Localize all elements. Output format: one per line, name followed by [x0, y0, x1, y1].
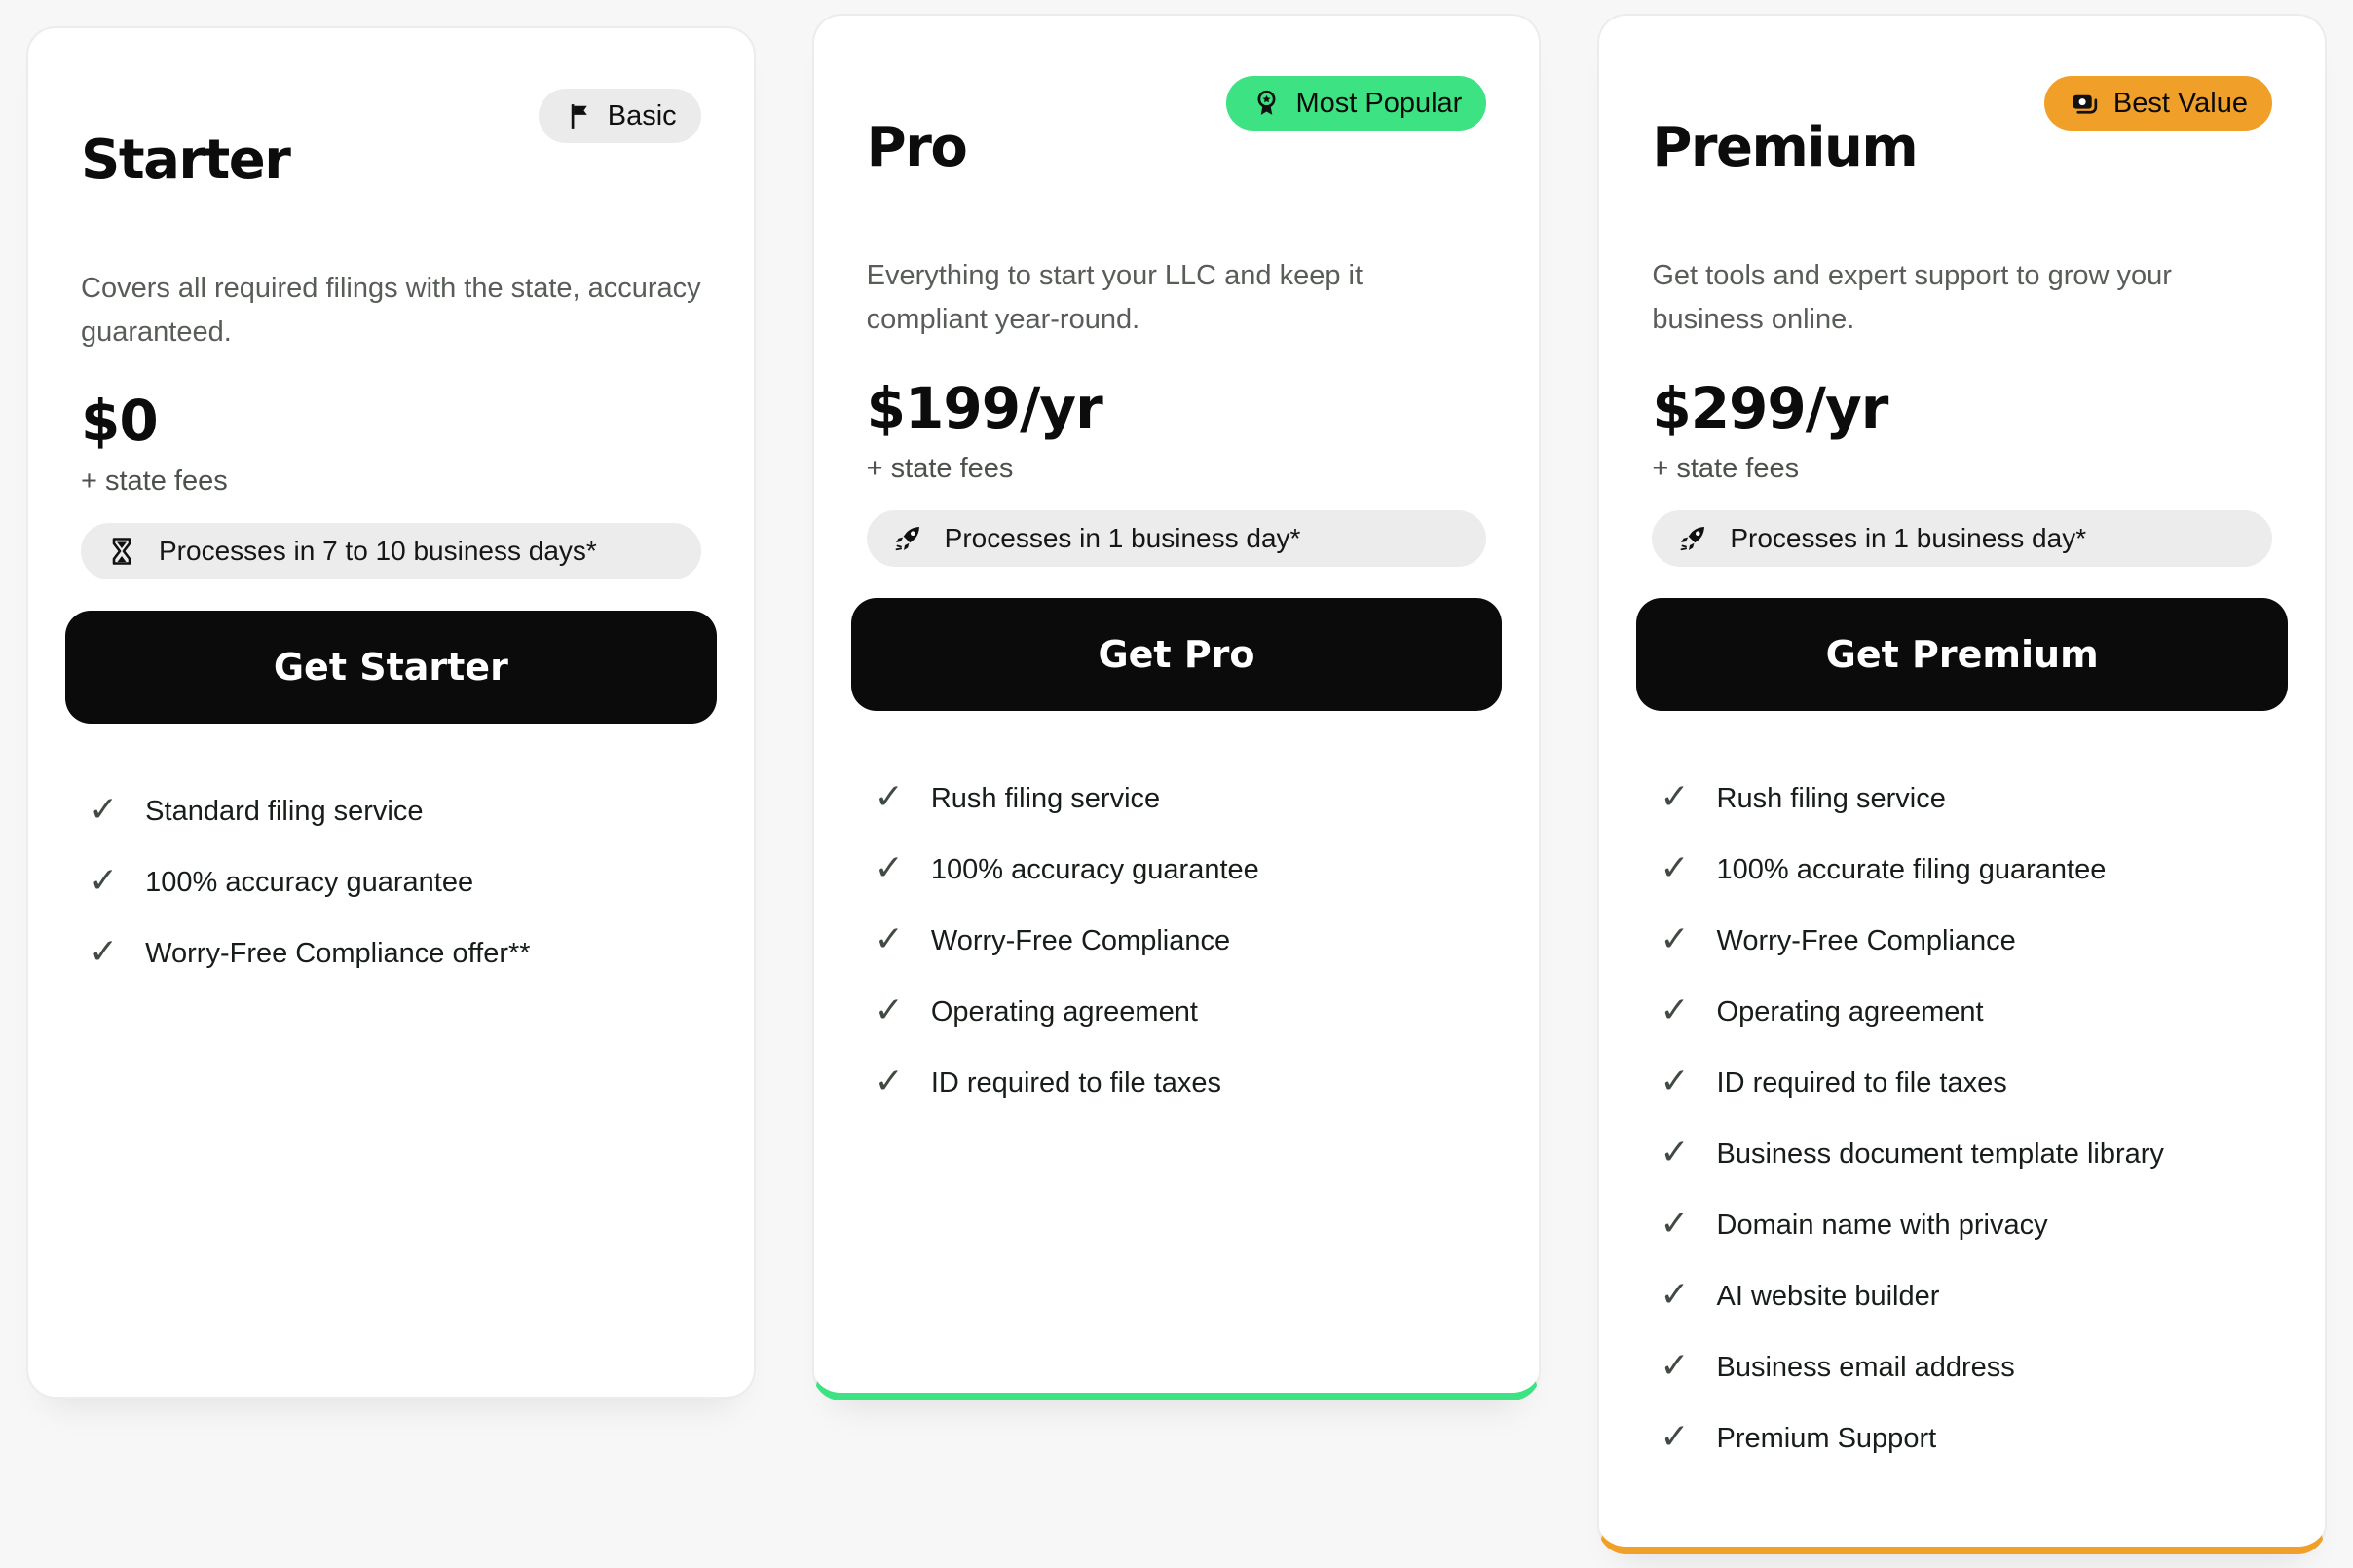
feature-label: 100% accuracy guarantee [145, 866, 474, 898]
processing-pill: Processes in 1 business day* [1652, 510, 2273, 568]
feature-item: ✓ Standard filing service [89, 789, 701, 830]
feature-item: ✓ Business document template library [1660, 1132, 2272, 1173]
plan-badge-label: Basic [607, 99, 677, 131]
feature-item: ✓ Operating agreement [1660, 989, 2272, 1030]
feature-label: Business document template library [1716, 1138, 2164, 1170]
plan-price: $199/yr [866, 375, 1103, 442]
check-icon: ✓ [89, 860, 119, 901]
get-premium-button[interactable]: Get Premium [1636, 598, 2289, 712]
feature-item: ✓ Operating agreement [874, 989, 1487, 1030]
processing-label: Processes in 1 business day* [944, 523, 1301, 554]
feature-label: Standard filing service [145, 795, 424, 827]
plan-badge-label: Most Popular [1295, 87, 1463, 119]
processing-pill: Processes in 7 to 10 business days* [81, 523, 701, 580]
check-icon: ✓ [1660, 1416, 1690, 1457]
feature-label: 100% accurate filing guarantee [1716, 853, 2107, 885]
check-icon: ✓ [1660, 918, 1690, 959]
check-icon: ✓ [874, 1061, 904, 1101]
check-icon: ✓ [1660, 1203, 1690, 1244]
feature-item: ✓ Premium Support [1660, 1416, 2272, 1457]
check-icon: ✓ [874, 847, 904, 888]
plan-description: Everything to start your LLC and keep it… [866, 260, 1363, 336]
feature-label: ID required to file taxes [930, 1066, 1222, 1099]
feature-label: Worry-Free Compliance offer** [145, 937, 531, 969]
feature-label: AI website builder [1716, 1280, 1940, 1312]
plan-badge-label: Best Value [2112, 87, 2249, 119]
get-pro-button[interactable]: Get Pro [850, 598, 1503, 712]
check-icon: ✓ [89, 789, 119, 830]
feature-item: ✓ 100% accuracy guarantee [874, 847, 1487, 888]
hourglass-icon [112, 538, 131, 566]
check-icon: ✓ [1660, 1061, 1690, 1101]
price-note: + state fees [866, 453, 1014, 485]
feature-item: ✓ Worry-Free Compliance [874, 918, 1487, 959]
feature-label: Premium Support [1716, 1422, 1937, 1454]
check-icon: ✓ [874, 776, 904, 817]
check-icon: ✓ [1660, 847, 1690, 888]
feature-label: Operating agreement [1716, 995, 1984, 1027]
features-list: ✓ Standard filing service ✓ 100% accurac… [81, 789, 701, 972]
check-icon: ✓ [89, 931, 119, 972]
plan-title: Starter [81, 129, 291, 193]
plan-price: $0 [81, 388, 159, 455]
feature-item: ✓ AI website builder [1660, 1274, 2272, 1315]
check-icon: ✓ [1660, 1274, 1690, 1315]
rocket-icon [895, 527, 919, 551]
rocket-icon [1680, 527, 1705, 551]
feature-label: Worry-Free Compliance [930, 924, 1231, 956]
price-note: + state fees [81, 466, 228, 498]
check-icon: ✓ [1660, 776, 1690, 817]
feature-label: Rush filing service [930, 782, 1161, 814]
feature-item: ✓ Worry-Free Compliance offer** [89, 931, 701, 972]
feature-item: ✓ 100% accuracy guarantee [89, 860, 701, 901]
plan-header: Starter Basic [81, 85, 701, 238]
price-note: + state fees [1652, 453, 1800, 485]
features-list: ✓ Rush filing service ✓ 100% accurate fi… [1652, 776, 2272, 1457]
feature-item: ✓ Rush filing service [1660, 776, 2272, 817]
feature-label: Worry-Free Compliance [1716, 924, 2016, 956]
feature-item: ✓ Business email address [1660, 1345, 2272, 1386]
feature-label: Rush filing service [1716, 782, 1946, 814]
feature-label: Domain name with privacy [1716, 1209, 2048, 1241]
plan-card-premium: Premium Best Value Get tools and expert … [1597, 14, 2328, 1555]
medal-icon [1258, 90, 1276, 115]
plan-title: Premium [1652, 116, 1918, 180]
plan-badge: Most Popular [1226, 76, 1487, 131]
check-icon: ✓ [1660, 1132, 1690, 1173]
plan-card-starter: Starter Basic Covers all required filing… [26, 26, 756, 1399]
plan-badge: Best Value [2043, 76, 2273, 131]
feature-label: Operating agreement [930, 995, 1198, 1027]
plan-description: Get tools and expert support to grow you… [1652, 260, 2172, 336]
check-icon: ✓ [874, 989, 904, 1030]
plan-description: Covers all required filings with the sta… [81, 273, 701, 349]
features-list: ✓ Rush filing service ✓ 100% accuracy gu… [867, 776, 1487, 1101]
feature-label: Business email address [1716, 1351, 2015, 1383]
check-icon: ✓ [1660, 1345, 1690, 1386]
processing-label: Processes in 7 to 10 business days* [159, 536, 597, 567]
plan-price: $299/yr [1652, 375, 1888, 442]
get-starter-button[interactable]: Get Starter [65, 611, 717, 725]
flag-icon [571, 103, 587, 129]
processing-pill: Processes in 1 business day* [866, 510, 1487, 568]
feature-item: ✓ Worry-Free Compliance [1660, 918, 2272, 959]
feature-item: ✓ Domain name with privacy [1660, 1203, 2272, 1244]
plan-title: Pro [866, 116, 968, 180]
check-icon: ✓ [1660, 989, 1690, 1030]
feature-item: ✓ Rush filing service [874, 776, 1487, 817]
plan-header: Pro Most Popular [867, 72, 1487, 225]
feature-item: ✓ ID required to file taxes [874, 1061, 1487, 1101]
processing-label: Processes in 1 business day* [1730, 523, 2087, 554]
plan-card-pro: Pro Most Popular Everything to start you… [811, 14, 1542, 1400]
feature-label: 100% accuracy guarantee [930, 853, 1259, 885]
banknotes-icon [2073, 94, 2098, 114]
check-icon: ✓ [874, 918, 904, 959]
feature-label: ID required to file taxes [1716, 1066, 2007, 1099]
plan-header: Premium Best Value [1652, 72, 2273, 225]
feature-item: ✓ ID required to file taxes [1660, 1061, 2272, 1101]
feature-item: ✓ 100% accurate filing guarantee [1660, 847, 2272, 888]
plan-badge: Basic [538, 89, 701, 143]
